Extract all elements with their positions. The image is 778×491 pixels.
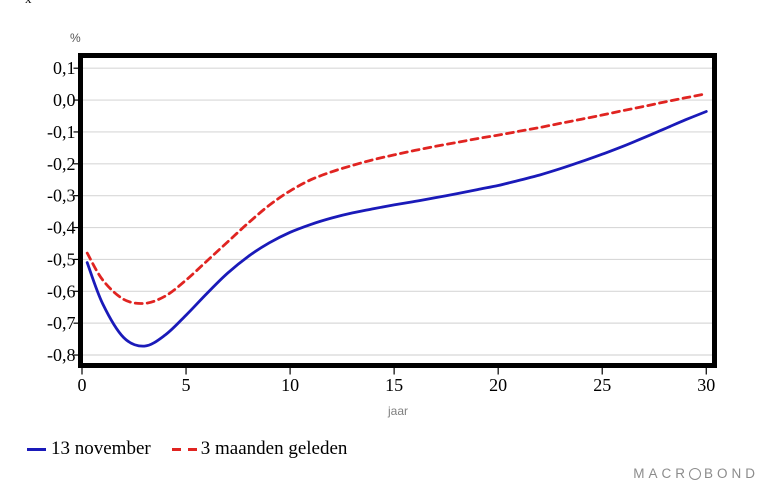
x-tick-label: 0	[78, 375, 87, 395]
y-tick-label: -0,7	[47, 313, 76, 333]
y-tick-label: -0,2	[47, 154, 76, 174]
y-tick-label: -0,1	[47, 122, 76, 142]
legend-label-series2: 3 maanden geleden	[200, 438, 348, 459]
series-line-red-dashed	[85, 92, 708, 305]
y-axis-unit-label: %	[70, 31, 81, 45]
y-tick-label: -0,4	[47, 218, 76, 238]
macrobond-logo: MACR BOND	[633, 466, 759, 481]
y-tick-label: -0,6	[47, 281, 76, 301]
x-tick-label: 25	[593, 375, 611, 395]
x-tick-label: 20	[489, 375, 507, 395]
axis-ticks	[73, 67, 707, 375]
legend-swatch-dashed-red	[171, 447, 197, 451]
legend-label-series1: 13 november	[51, 438, 151, 459]
legend-swatch-solid-blue	[27, 447, 46, 451]
x-tick-label: 30	[697, 375, 715, 395]
y-tick-label: 0,1	[53, 58, 76, 78]
logo-text-prefix: MACR	[633, 466, 689, 481]
y-tick-label: 0,0	[53, 90, 76, 110]
series-lines	[85, 92, 708, 348]
plot-frame	[78, 53, 717, 368]
y-tick-label: -0,8	[47, 345, 76, 365]
x-axis-title: jaar	[387, 404, 408, 418]
axis-tick-labels: 0,1 0,0 -0,1 -0,2 -0,3 -0,4 -0,5 -0,6 -0,7 -0,80 5…	[47, 58, 715, 395]
x-tick-label: 15	[385, 375, 403, 395]
series-line-blue-solid	[85, 110, 708, 348]
x-tick-label: 10	[281, 375, 299, 395]
gridlines	[83, 67, 712, 356]
logo-text-suffix: BOND	[703, 466, 759, 481]
cropped-title-glyph: x	[25, 0, 32, 7]
y-tick-label: -0,5	[47, 249, 76, 269]
legend: 13 november 3 maanden geleden	[27, 438, 347, 460]
logo-circle-o-icon	[688, 467, 701, 480]
x-tick-label: 5	[182, 375, 191, 395]
y-tick-label: -0,3	[47, 186, 76, 206]
